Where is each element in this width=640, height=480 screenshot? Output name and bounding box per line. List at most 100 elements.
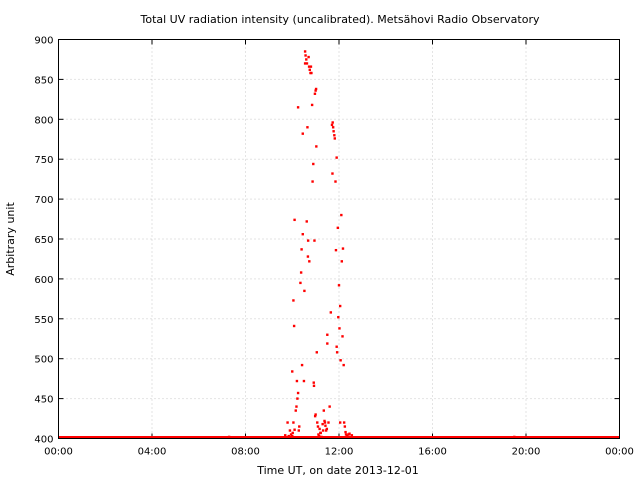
data-point	[341, 247, 345, 250]
data-point	[324, 429, 328, 432]
data-point	[281, 436, 285, 439]
data-point	[344, 430, 347, 434]
y-tick-label: 600	[34, 275, 53, 286]
y-tick-label: 850	[34, 75, 53, 86]
data-point	[323, 421, 327, 424]
data-point	[313, 92, 317, 95]
data-point	[293, 428, 296, 431]
data-point	[331, 126, 335, 129]
data-point	[308, 68, 311, 72]
data-point	[305, 220, 308, 223]
data-point	[305, 62, 309, 65]
data-point	[342, 363, 345, 367]
data-point	[287, 434, 290, 438]
data-point	[313, 414, 317, 418]
data-point	[339, 359, 342, 362]
y-tick-label: 700	[34, 195, 53, 206]
data-point	[298, 425, 301, 428]
data-point	[320, 435, 323, 439]
data-point	[333, 134, 336, 137]
y-tick-label: 650	[34, 235, 53, 246]
data-point	[348, 432, 351, 435]
grid	[58, 39, 620, 439]
y-tick-label: 500	[34, 355, 53, 366]
data-point	[334, 248, 338, 252]
data-point	[350, 434, 354, 437]
data-point	[286, 421, 289, 424]
data-point	[314, 89, 317, 92]
data-point	[303, 289, 306, 293]
data-point	[323, 419, 326, 423]
data-point	[303, 50, 307, 53]
data-point	[332, 130, 335, 133]
data-point	[317, 433, 320, 436]
data-point	[291, 434, 294, 438]
data-point	[296, 391, 300, 395]
data-point	[310, 103, 314, 107]
data-point	[284, 434, 287, 437]
data-point	[315, 145, 318, 148]
data-point	[294, 409, 297, 412]
data-point	[308, 260, 311, 263]
data-point	[340, 213, 343, 217]
data-point	[314, 413, 317, 416]
data-point	[299, 271, 303, 274]
data-point	[297, 429, 300, 432]
data-point	[342, 421, 346, 424]
x-tick-label: 00:00	[605, 447, 634, 458]
x-tick-label: 12:00	[325, 447, 354, 458]
y-axis-label: Arbitrary unit	[4, 202, 17, 276]
x-tick-label: 16:00	[418, 447, 447, 458]
data-point	[296, 106, 300, 109]
data-point	[315, 351, 318, 354]
data-point	[326, 333, 329, 336]
data-point	[321, 422, 324, 426]
data-point	[334, 180, 337, 183]
data-point	[305, 58, 308, 61]
x-axis-label: Time UT, on date 2013-12-01	[256, 464, 419, 477]
data-point	[335, 156, 338, 159]
data-point	[337, 284, 341, 287]
data-point	[304, 54, 307, 57]
data-point	[325, 427, 329, 431]
y-tick-label: 750	[34, 155, 53, 166]
data-point	[329, 311, 333, 314]
plot-frame	[58, 39, 620, 439]
data-point	[312, 162, 315, 166]
data-point	[318, 427, 321, 431]
data-point	[344, 433, 348, 436]
x-tick-label: 04:00	[138, 447, 167, 458]
data-point	[292, 299, 295, 302]
data-point	[227, 435, 231, 439]
data-point	[291, 431, 294, 435]
data-point	[324, 424, 327, 427]
data-point	[336, 226, 340, 230]
data-point	[312, 381, 315, 384]
data-point	[299, 281, 302, 285]
data-point	[306, 255, 310, 258]
x-tick-label: 08:00	[231, 447, 260, 458]
x-tick-label: 20:00	[512, 447, 541, 458]
x-tick-label: 00:00	[44, 447, 73, 458]
data-point	[319, 431, 322, 435]
data-point	[295, 405, 298, 408]
y-tick-label: 400	[34, 435, 53, 446]
data-point	[338, 304, 342, 308]
data-point	[300, 248, 303, 251]
data-point	[301, 132, 304, 135]
data-point	[341, 335, 344, 338]
data-point	[333, 137, 336, 140]
data-point	[301, 233, 304, 236]
data-point	[338, 327, 341, 330]
data-point	[326, 342, 329, 345]
data-point	[300, 363, 304, 367]
data-point	[335, 351, 339, 354]
data-point	[296, 397, 299, 400]
data-point	[295, 379, 299, 383]
data-point	[313, 239, 316, 242]
data-point	[289, 433, 293, 436]
data-point	[316, 421, 319, 424]
data-point	[316, 425, 320, 428]
y-tick-label: 900	[34, 36, 53, 47]
